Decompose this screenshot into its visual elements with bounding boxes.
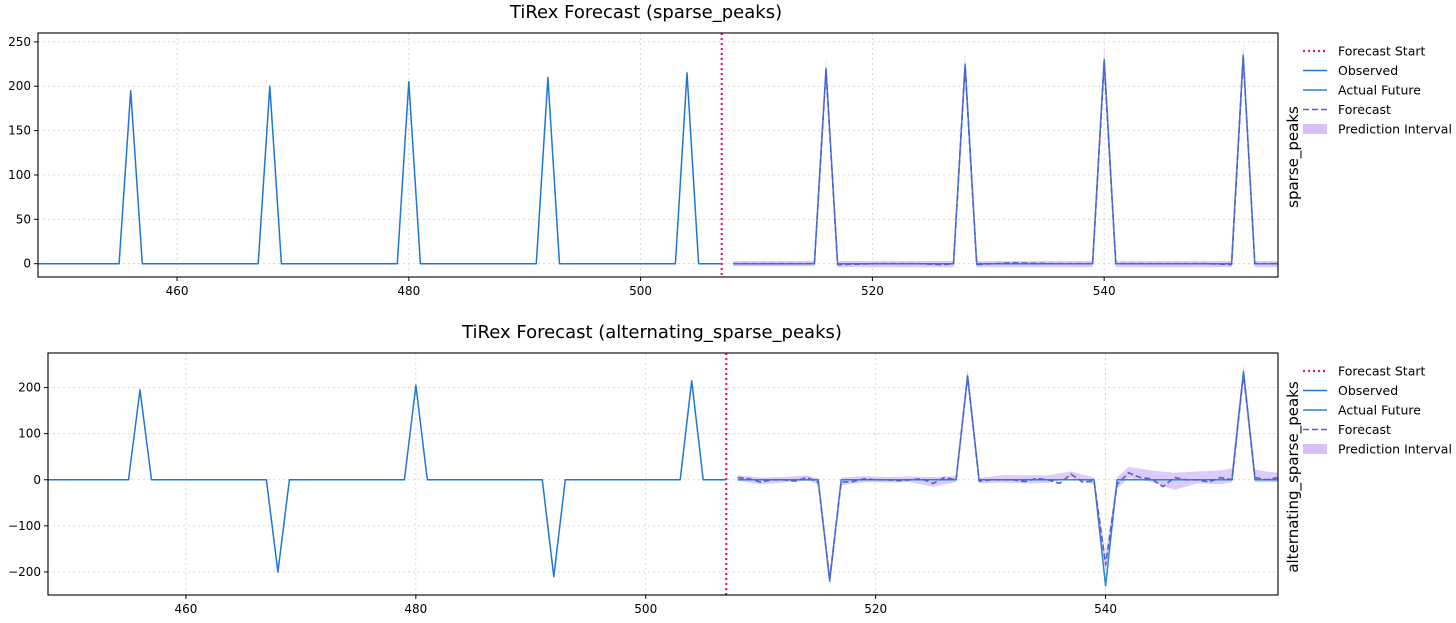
x-tick-label: 540 [1094, 602, 1117, 616]
y-tick-label: 100 [18, 427, 41, 441]
legend-label-observed: Observed [1338, 63, 1398, 78]
legend-swatch-prediction-interval [1303, 444, 1327, 454]
series-line-actual-future [733, 54, 1278, 265]
chart-panel-sparse-peaks: TiRex Forecast (sparse_peaks) 460 480 500 5… [8, 2, 1452, 298]
legend-label-prediction-interval: Prediction Interval [1338, 442, 1452, 457]
x-tick-label: 460 [166, 284, 189, 298]
grid [38, 33, 1278, 277]
legend-label-prediction-interval: Prediction Interval [1338, 122, 1452, 137]
prediction-interval-band [737, 364, 1278, 583]
legend: Forecast Start Observed Actual Future Forec… [1303, 364, 1452, 457]
y-axis-ticks: −200 −100 0 100 200 [8, 381, 48, 579]
series-lines [48, 370, 1278, 587]
series-line-forecast [733, 56, 1278, 266]
x-tick-label: 520 [861, 284, 884, 298]
x-tick-label: 520 [864, 602, 887, 616]
y-tick-label: 150 [8, 124, 31, 138]
y-tick-label: 200 [18, 381, 41, 395]
y-tick-label: 250 [8, 35, 31, 49]
legend: Forecast Start Observed Actual Future Forec… [1303, 44, 1452, 137]
y-axis-ticks: 0 50 100 150 200 250 [8, 35, 38, 271]
chart-title: TiRex Forecast (alternating_sparse_peaks… [461, 322, 842, 343]
series-line-forecast [737, 372, 1278, 580]
y-tick-label: −200 [8, 565, 41, 579]
y-tick-label: −100 [8, 519, 41, 533]
series-lines [38, 54, 1278, 266]
y-axis-label: sparse_peaks [1284, 106, 1303, 208]
y-tick-label: 50 [16, 212, 31, 226]
series-line-observed [48, 379, 727, 578]
y-tick-label: 100 [8, 168, 31, 182]
x-tick-label: 500 [629, 284, 652, 298]
legend-swatch-prediction-interval [1303, 124, 1327, 134]
legend-label-actual-future: Actual Future [1338, 403, 1421, 418]
legend-label-forecast-start: Forecast Start [1338, 44, 1426, 59]
series-line-observed [38, 72, 722, 265]
y-tick-label: 0 [23, 257, 31, 271]
x-tick-label: 480 [404, 602, 427, 616]
x-axis-ticks: 460 480 500 520 540 [166, 277, 1116, 298]
x-tick-label: 480 [397, 284, 420, 298]
legend-label-forecast: Forecast [1338, 102, 1391, 117]
plot-frame [37, 32, 1279, 278]
x-tick-label: 500 [634, 602, 657, 616]
legend-label-observed: Observed [1338, 383, 1398, 398]
prediction-interval-layer [733, 43, 1278, 268]
x-axis-ticks: 460 480 500 520 540 [174, 595, 1117, 616]
y-tick-label: 0 [33, 473, 41, 487]
grid [48, 353, 1278, 595]
prediction-interval-band [733, 43, 1278, 268]
x-tick-label: 540 [1093, 284, 1116, 298]
y-tick-label: 200 [8, 79, 31, 93]
legend-label-forecast-start: Forecast Start [1338, 364, 1426, 379]
chart-panel-alternating-sparse-peaks: TiRex Forecast (alternating_sparse_peaks… [8, 322, 1452, 616]
prediction-interval-layer [737, 364, 1278, 583]
legend-label-forecast: Forecast [1338, 422, 1391, 437]
plot-frame [47, 352, 1279, 596]
y-axis-label: alternating_sparse_peaks [1284, 381, 1303, 573]
legend-label-actual-future: Actual Future [1338, 83, 1421, 98]
chart-title: TiRex Forecast (sparse_peaks) [509, 2, 782, 23]
x-tick-label: 460 [174, 602, 197, 616]
